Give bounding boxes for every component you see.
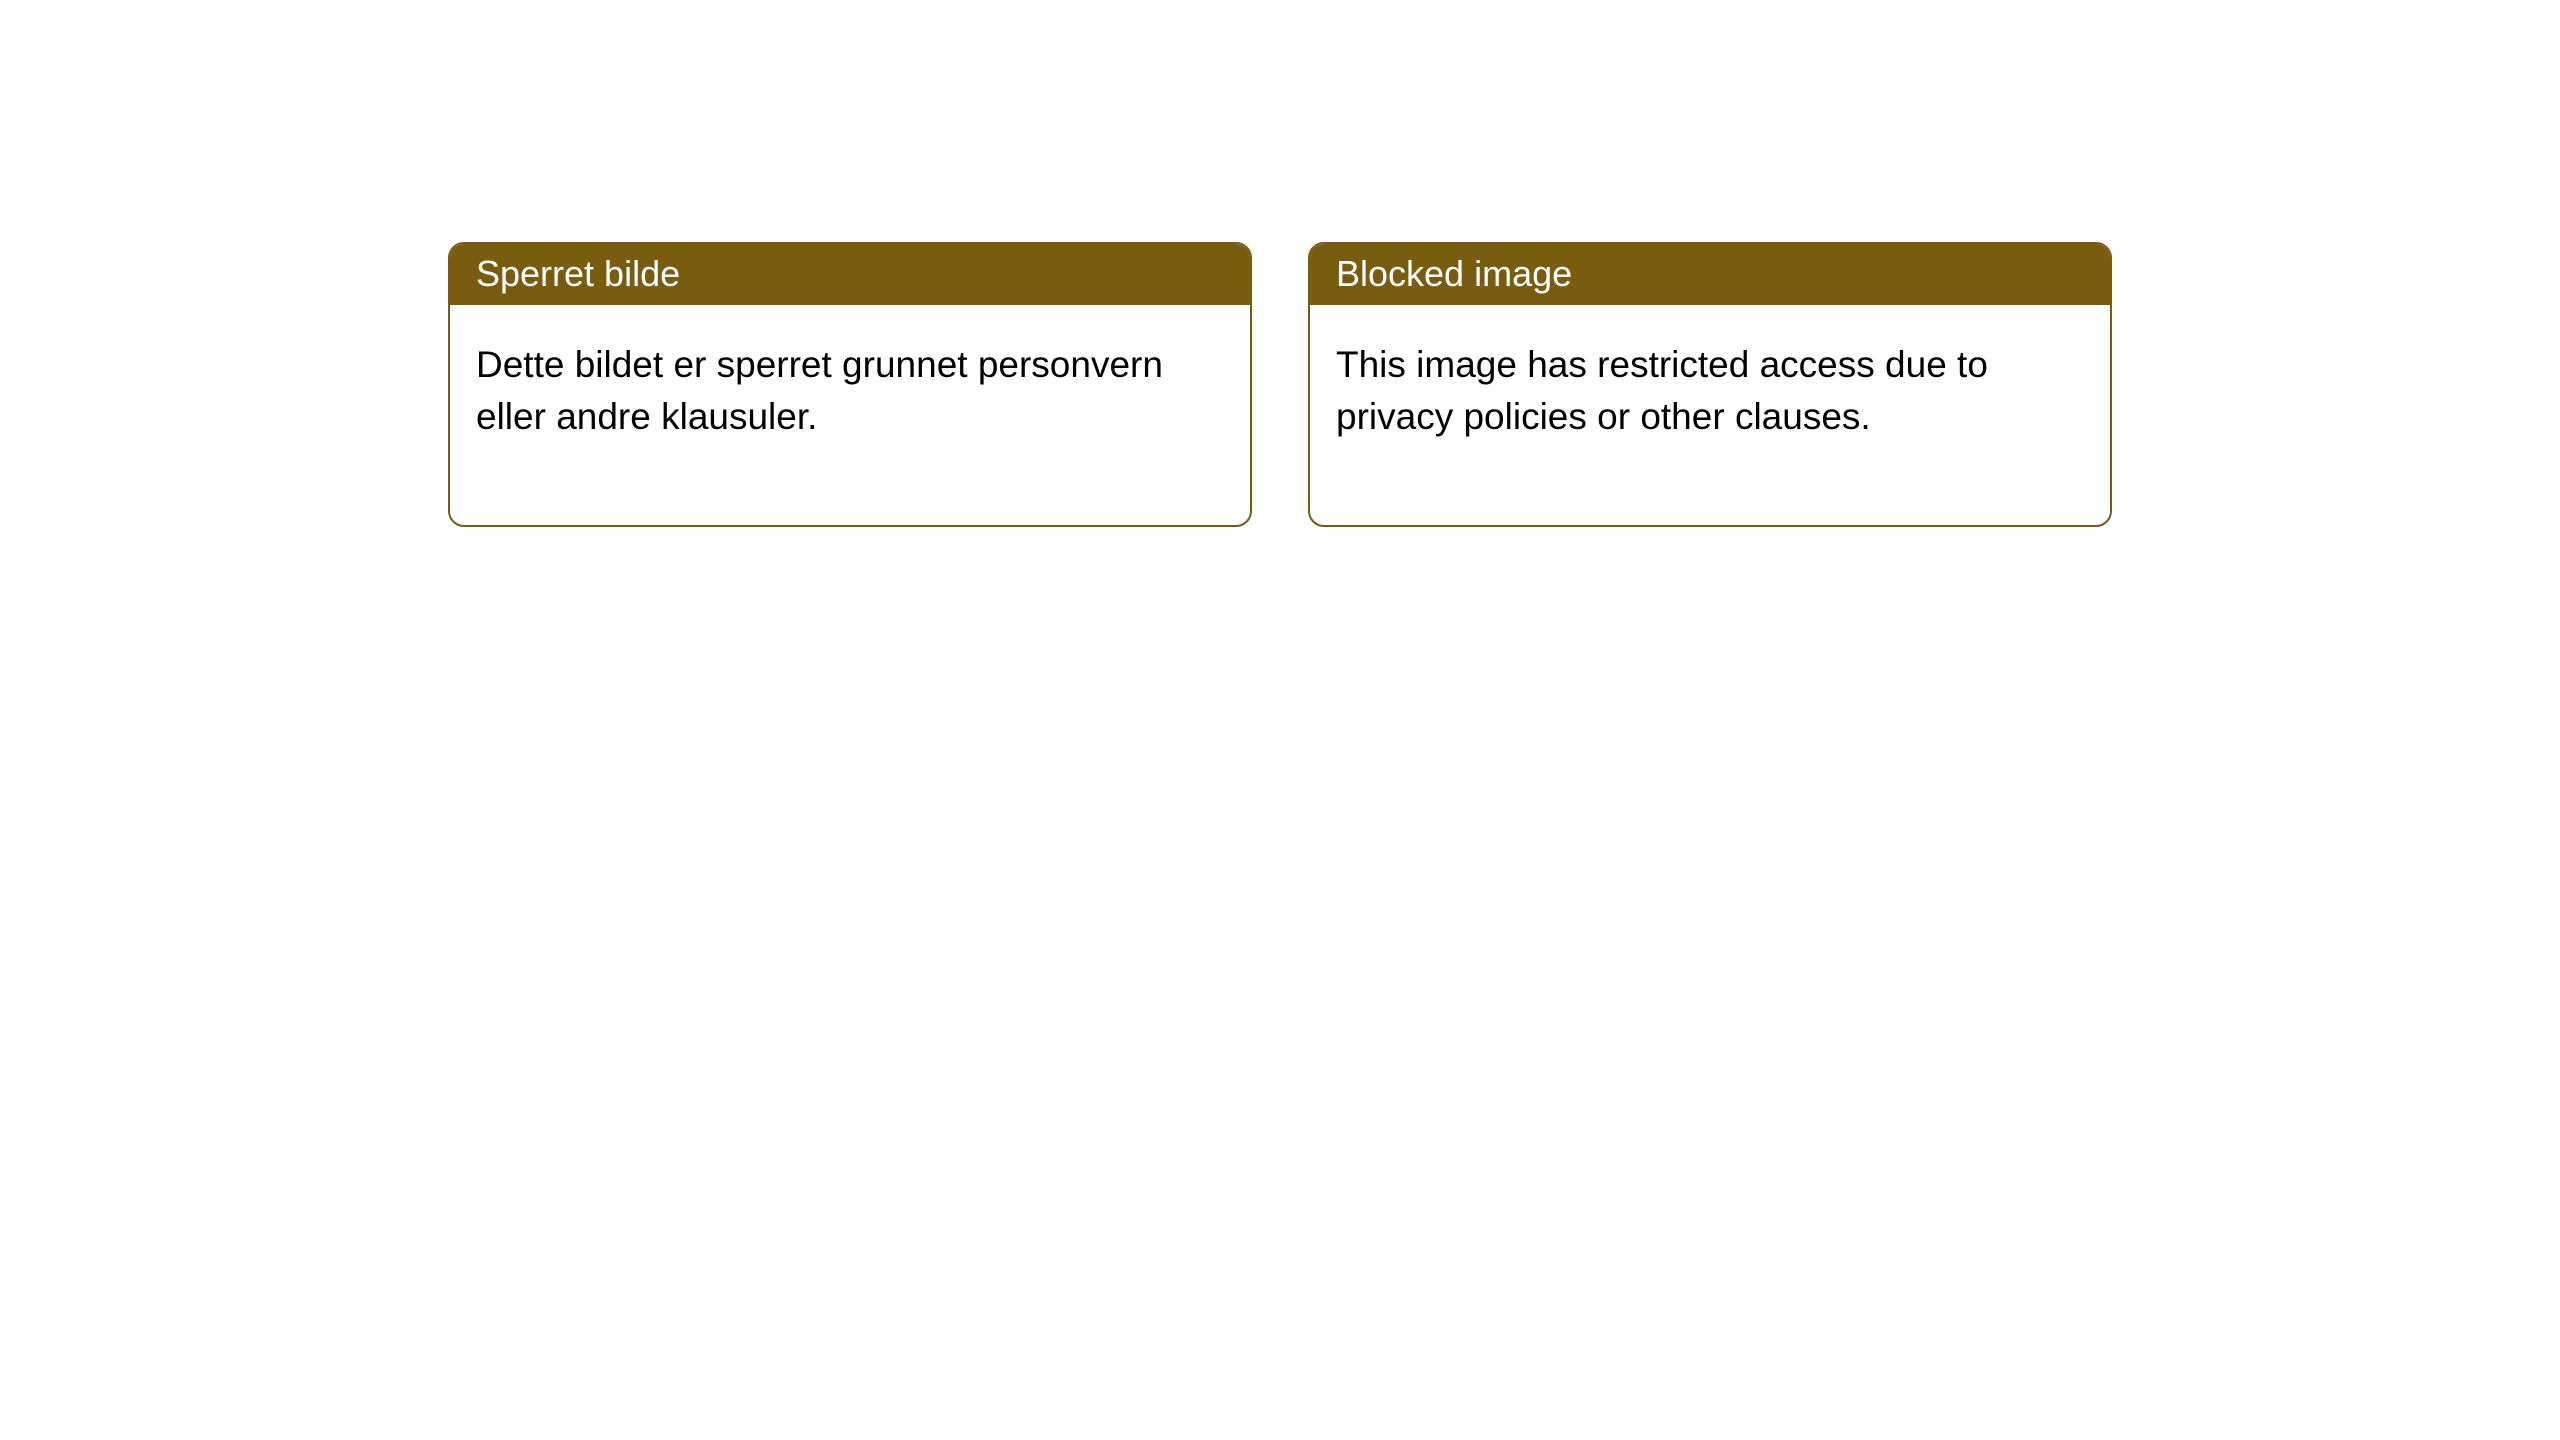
- notice-container: Sperret bilde Dette bildet er sperret gr…: [0, 0, 2560, 527]
- notice-header: Sperret bilde: [450, 244, 1250, 305]
- notice-body: This image has restricted access due to …: [1310, 305, 2110, 525]
- notice-card-norwegian: Sperret bilde Dette bildet er sperret gr…: [448, 242, 1252, 527]
- notice-card-english: Blocked image This image has restricted …: [1308, 242, 2112, 527]
- notice-header: Blocked image: [1310, 244, 2110, 305]
- notice-body: Dette bildet er sperret grunnet personve…: [450, 305, 1250, 525]
